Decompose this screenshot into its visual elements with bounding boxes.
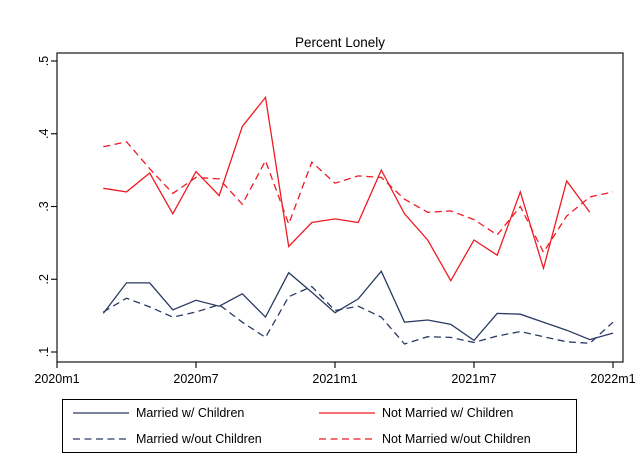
legend-item-notmarried-no-children: Not Married w/out Children [319, 432, 576, 446]
legend-line-navy-solid [73, 412, 129, 414]
x-tick-label: 2020m1 [34, 372, 79, 386]
x-tick-label: 2022m1 [590, 372, 635, 386]
legend-label: Married w/ Children [136, 406, 245, 420]
legend-label: Not Married w/out Children [382, 432, 531, 446]
series-line-2 [103, 95, 591, 283]
legend-label: Not Married w/ Children [382, 406, 514, 420]
legend-line-navy-dashed [73, 438, 129, 440]
plot-box [56, 52, 624, 363]
plot-canvas: Percent Lonely .1 .2 .3 .4 .5 2020m1 2020m7 2021… [34, 35, 635, 386]
legend-item-married-children: Married w/ Children [73, 406, 319, 420]
y-tick-label: .5 [37, 56, 51, 66]
series-line-0 [102, 269, 614, 342]
x-tick-label: 2020m7 [173, 372, 218, 386]
y-tick-label: .1 [37, 347, 51, 357]
series-line-1 [102, 285, 614, 345]
legend-line-red-dashed [319, 438, 375, 440]
series-line-3 [103, 141, 614, 254]
chart-title: Percent Lonely [295, 35, 385, 50]
x-tick-label: 2021m1 [312, 372, 357, 386]
y-tick-label: .2 [37, 274, 51, 284]
x-tick-label: 2021m7 [451, 372, 496, 386]
legend-item-married-no-children: Married w/out Children [73, 432, 319, 446]
legend: Married w/ Children Not Married w/ Child… [62, 399, 577, 453]
legend-label: Married w/out Children [136, 432, 262, 446]
y-tick-label: .4 [37, 128, 51, 138]
legend-item-notmarried-children: Not Married w/ Children [319, 406, 576, 420]
legend-line-red-solid [319, 412, 375, 414]
y-tick-label: .3 [37, 201, 51, 211]
